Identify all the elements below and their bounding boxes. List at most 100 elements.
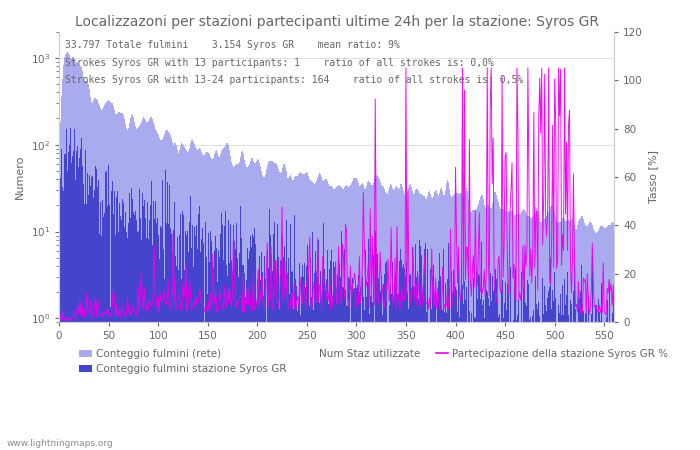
Bar [113,214,114,450]
Bar [300,315,302,450]
Bar [319,303,320,450]
Bar [543,314,544,450]
Bar [288,258,290,450]
Bar [64,154,66,450]
Bar [204,351,205,450]
Bar [136,232,138,450]
Bar [253,237,254,450]
Bar [520,214,522,450]
Bar [382,186,383,450]
Bar [314,184,315,450]
Bar [348,278,349,450]
Bar [489,306,490,450]
Bar [236,163,237,450]
Bar [329,186,330,450]
Bar [330,186,331,450]
Bar [421,255,422,450]
Bar [118,112,119,450]
Bar [217,153,218,450]
Bar [538,302,539,450]
Bar [430,194,431,450]
Bar [293,309,295,450]
Bar [134,122,135,450]
Bar [494,288,495,450]
Bar [178,270,179,450]
Bar [104,105,105,450]
Bar [130,218,131,450]
Bar [83,184,84,450]
Bar [555,298,556,450]
Bar [217,282,218,450]
Bar [241,153,242,450]
Bar [597,231,598,450]
Bar [348,186,349,450]
Bar [481,194,482,450]
Bar [605,371,606,450]
Bar [564,220,565,450]
Bar [232,166,233,450]
Bar [181,144,183,450]
Bar [133,212,134,450]
Bar [135,211,136,450]
Bar [575,309,576,450]
Bar [204,155,205,450]
Bar [334,267,335,450]
Bar [139,189,140,450]
Bar [164,131,166,450]
Bar [224,147,225,450]
Bar [345,290,346,450]
Bar [557,223,558,450]
Bar [242,266,243,450]
Bar [439,252,440,450]
Bar [593,339,594,450]
Bar [377,176,378,450]
Bar [154,126,155,450]
Bar [590,222,591,450]
Bar [257,159,258,450]
Bar [407,192,408,450]
Bar [519,214,520,450]
Bar [95,166,96,450]
Bar [473,210,474,450]
Bar [578,297,579,450]
Bar [97,187,98,450]
Bar [391,262,393,450]
Bar [150,117,152,450]
Bar [531,329,532,450]
Title: Localizzazoni per stazioni partecipanti ultime 24h per la stazione: Syros GR: Localizzazoni per stazioni partecipanti … [75,15,598,29]
Bar [408,309,409,450]
Bar [463,304,464,450]
Bar [152,245,153,450]
Bar [332,187,333,450]
Bar [291,177,293,450]
Bar [71,59,72,450]
Bar [172,145,174,450]
Bar [178,153,179,450]
Bar [126,128,127,450]
Bar [205,222,206,450]
Bar [237,163,238,450]
Bar [450,331,451,450]
Bar [443,194,444,450]
Bar [94,190,95,450]
Bar [569,338,570,450]
Bar [146,238,147,450]
Bar [454,194,455,450]
Bar [440,189,441,450]
Bar [331,185,332,450]
Bar [541,222,542,450]
Bar [260,252,262,450]
Bar [552,290,553,450]
Bar [176,145,178,450]
Bar [278,169,279,450]
Bar [231,162,232,450]
Bar [554,211,555,450]
Bar [468,252,469,450]
Bar [524,267,526,450]
Bar [141,122,142,450]
Bar [455,194,456,450]
Bar [584,332,585,450]
Bar [527,280,528,450]
Bar [107,207,108,450]
Bar [488,205,489,450]
